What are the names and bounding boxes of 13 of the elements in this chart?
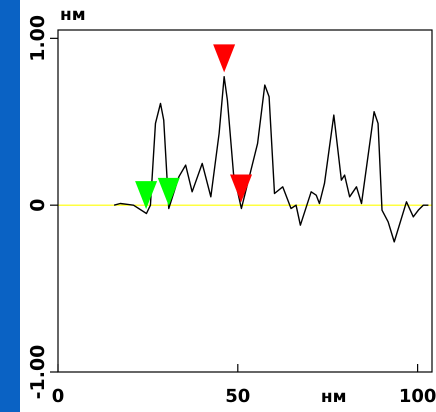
point [158, 178, 180, 206]
x-axis-title: нм [320, 387, 347, 407]
point [213, 44, 236, 72]
x-tick-label: 100 [398, 386, 436, 407]
x-tick-label: 50 [225, 386, 250, 407]
y-tick-label: 1.00 [27, 14, 49, 62]
point [135, 181, 158, 210]
line-series [113, 76, 430, 243]
y-axis-title: нм [60, 5, 86, 25]
y-tick-label: -1.00 [27, 344, 49, 400]
y-tick-label: 0 [27, 198, 49, 212]
x-tick-label: 0 [52, 386, 64, 407]
point [230, 174, 252, 202]
